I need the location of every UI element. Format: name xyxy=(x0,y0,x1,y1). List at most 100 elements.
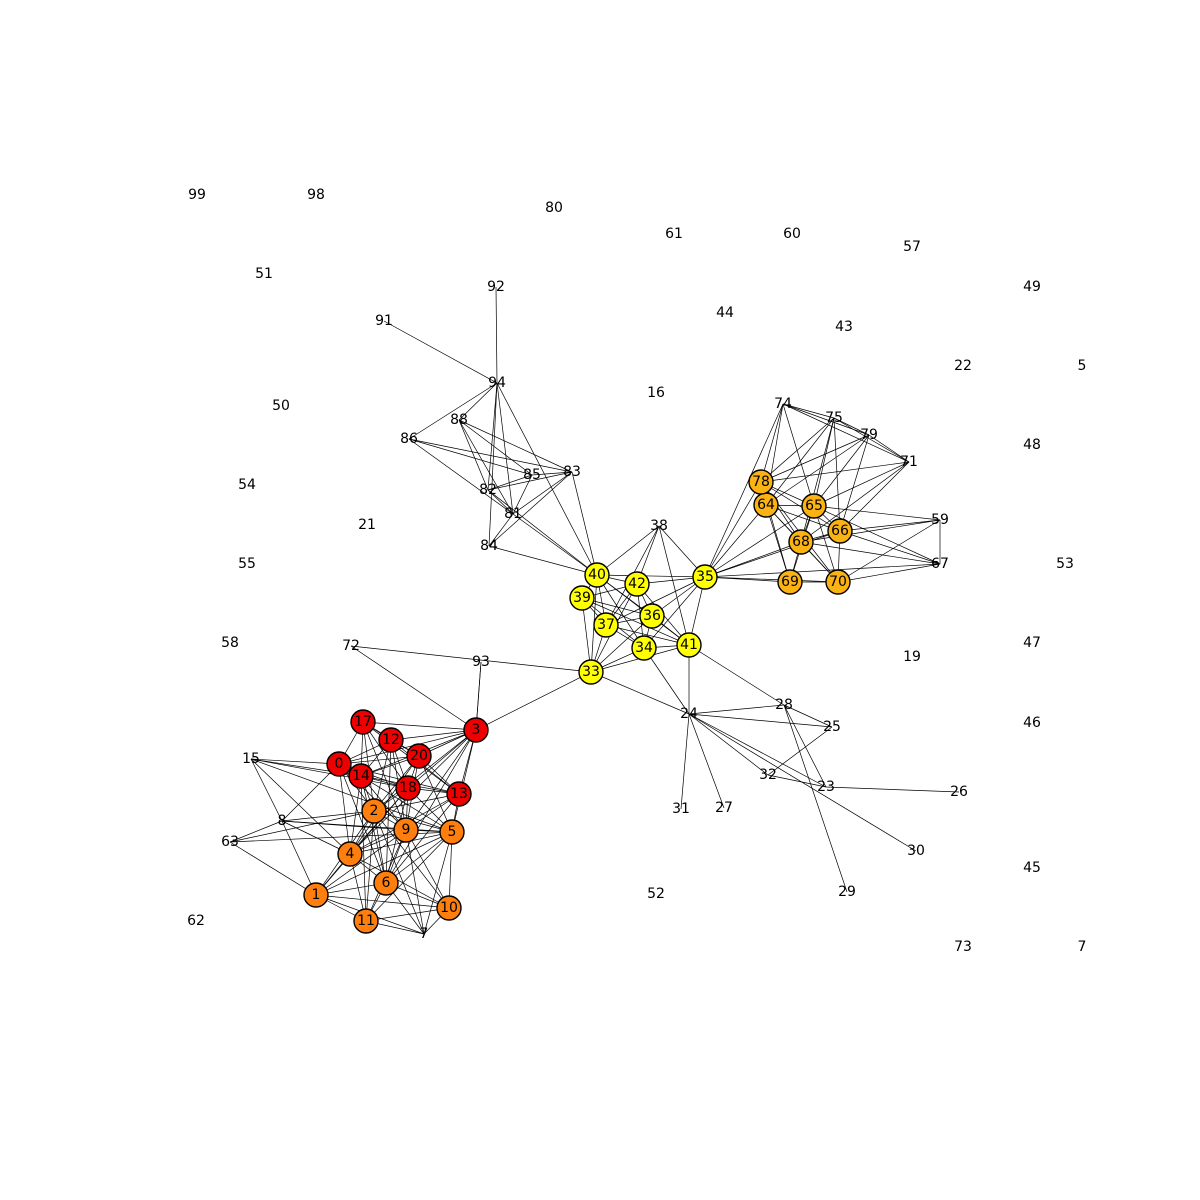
node-circle-0 xyxy=(326,751,352,777)
node-58: 58 xyxy=(221,635,239,651)
edge-34-40 xyxy=(596,574,645,649)
node-62: 62 xyxy=(187,913,205,929)
edge-35-37 xyxy=(605,576,706,626)
node-33: 33 xyxy=(578,659,604,685)
node-label-12: 12 xyxy=(382,732,400,748)
node-label-22: 22 xyxy=(954,358,972,374)
edge-88-83 xyxy=(458,419,573,473)
edge-0-4 xyxy=(338,763,351,855)
node-label-16: 16 xyxy=(647,385,665,401)
node-11: 11 xyxy=(353,908,379,934)
edge-35-70 xyxy=(704,576,839,583)
edge-66-79 xyxy=(839,434,870,532)
node-label-79: 79 xyxy=(860,427,878,443)
node-label-88: 88 xyxy=(450,412,468,428)
edge-28-29 xyxy=(783,704,848,893)
edge-64-69 xyxy=(765,504,791,583)
node-21: 21 xyxy=(358,517,376,533)
node-circle-39 xyxy=(569,585,595,611)
node-label-82: 82 xyxy=(479,482,497,498)
node-31: 31 xyxy=(672,801,690,817)
node-74: 74 xyxy=(774,396,792,412)
edge-64-66 xyxy=(765,504,841,532)
node-label-11: 11 xyxy=(357,913,375,929)
node-label-17: 17 xyxy=(354,714,372,730)
edge-70-59 xyxy=(837,519,941,583)
edge-65-70 xyxy=(813,505,839,583)
edge-28-23 xyxy=(783,704,827,788)
node-circle-65 xyxy=(801,493,827,519)
node-label-4: 4 xyxy=(346,846,355,862)
edge-34-35 xyxy=(643,576,706,649)
node-label-60: 60 xyxy=(783,226,801,242)
node-7: 7 xyxy=(420,926,429,942)
node-label-78: 78 xyxy=(752,474,770,490)
node-label-70: 70 xyxy=(829,574,847,590)
edge-82-85 xyxy=(487,474,533,491)
edge-41-28 xyxy=(688,644,785,706)
node-label-14: 14 xyxy=(352,768,370,784)
node-label-39: 39 xyxy=(573,590,591,606)
node-label-84: 84 xyxy=(480,538,498,554)
edge-35-40 xyxy=(596,574,706,578)
node-label-35: 35 xyxy=(696,569,714,585)
node-label-72: 72 xyxy=(342,638,360,654)
node-label-50: 50 xyxy=(272,398,290,414)
node-71: 71 xyxy=(900,454,918,470)
edge-3-6 xyxy=(385,729,477,884)
node-15: 15 xyxy=(242,751,260,767)
node-48: 48 xyxy=(1023,437,1041,453)
node-2: 2 xyxy=(361,798,387,824)
node-32: 32 xyxy=(759,767,777,783)
edge-65-59 xyxy=(813,505,941,521)
edge-78-79 xyxy=(760,434,870,483)
edge-84-83 xyxy=(488,471,573,547)
edge-72-3 xyxy=(350,645,477,731)
node-47: 47 xyxy=(1023,635,1041,651)
node-label-49: 49 xyxy=(1023,279,1041,295)
edge-24-31 xyxy=(680,713,690,810)
edge-70-67 xyxy=(837,563,941,583)
node-label-37: 37 xyxy=(597,617,615,633)
edge-0-20 xyxy=(338,755,420,765)
edge-64-75 xyxy=(765,417,835,506)
edge-66-71 xyxy=(839,461,910,532)
edge-14-5 xyxy=(360,775,453,833)
edge-24-28 xyxy=(688,704,785,715)
node-39: 39 xyxy=(569,585,595,611)
node-label-42: 42 xyxy=(628,576,646,592)
node-e2: 7 xyxy=(1078,939,1087,955)
edge-3-33 xyxy=(475,671,592,731)
edge-78-75 xyxy=(760,417,835,483)
edge-1-63 xyxy=(229,841,317,896)
node-label-61: 61 xyxy=(665,226,683,242)
node-label-e2: 7 xyxy=(1078,939,1087,955)
edge-74-71 xyxy=(782,403,910,463)
edge-23-32 xyxy=(767,774,827,788)
node-label-91: 91 xyxy=(375,313,393,329)
node-98: 98 xyxy=(307,187,325,203)
edge-18-15 xyxy=(250,758,409,789)
node-label-52: 52 xyxy=(647,886,665,902)
node-label-54: 54 xyxy=(238,477,256,493)
edge-94-82 xyxy=(487,382,498,491)
edge-28-25 xyxy=(783,704,833,728)
node-circle-33 xyxy=(578,659,604,685)
node-24: 24 xyxy=(680,706,698,722)
node-44: 44 xyxy=(716,305,734,321)
node-label-46: 46 xyxy=(1023,715,1041,731)
edge-40-38 xyxy=(596,525,660,576)
edge-40-94 xyxy=(496,382,598,576)
edge-65-75 xyxy=(813,417,835,507)
node-label-30: 30 xyxy=(907,843,925,859)
edge-23-26 xyxy=(825,786,960,793)
node-label-45: 45 xyxy=(1023,860,1041,876)
node-41: 41 xyxy=(676,632,702,658)
edge-88-85 xyxy=(458,419,533,476)
node-69: 69 xyxy=(777,569,803,595)
edge-0-15 xyxy=(250,758,340,765)
node-label-55: 55 xyxy=(238,556,256,572)
node-4: 4 xyxy=(337,841,363,867)
node-circle-35 xyxy=(692,564,718,590)
node-circle-70 xyxy=(825,569,851,595)
